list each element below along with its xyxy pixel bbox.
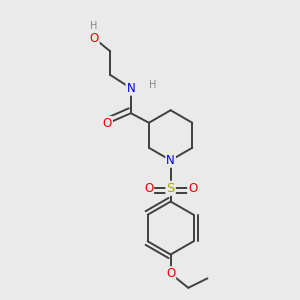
Text: O: O <box>188 182 197 195</box>
Text: N: N <box>166 154 175 167</box>
Text: O: O <box>89 32 99 45</box>
Text: H: H <box>149 80 157 90</box>
Text: O: O <box>144 182 153 195</box>
Text: S: S <box>167 182 175 195</box>
Text: O: O <box>166 267 175 280</box>
Text: N: N <box>127 82 135 95</box>
Text: O: O <box>103 117 112 130</box>
Text: H: H <box>90 21 98 31</box>
